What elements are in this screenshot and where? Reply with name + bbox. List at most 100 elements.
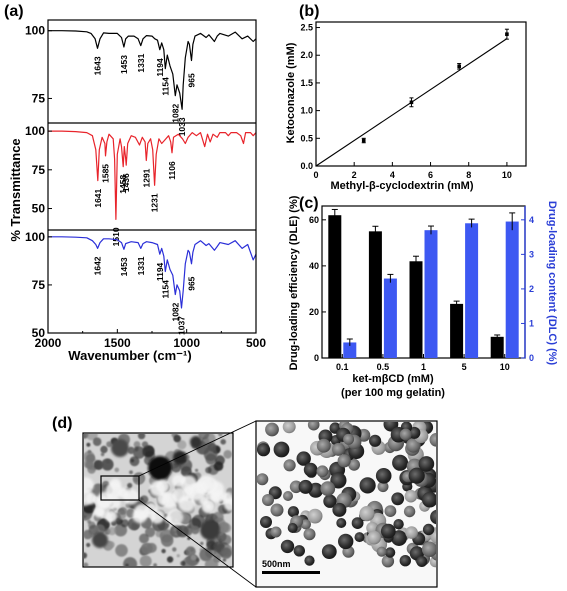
c-left-axis-title: Drug-loading efficiency (DLE) (%) — [288, 195, 300, 370]
gelatin-nanoparticle — [403, 505, 416, 518]
dle-bar — [450, 303, 464, 358]
c-x-tick-label: 1 — [421, 362, 426, 372]
dlc-bar — [505, 221, 519, 358]
tem-particle-cluster — [190, 554, 197, 561]
c-left-tick-label: 40 — [309, 261, 319, 271]
gelatin-nanoparticle — [430, 509, 436, 525]
tem-particle-cluster — [218, 521, 230, 533]
scale-bar-label: 500nm — [262, 559, 291, 569]
tem-dense-aggregate — [148, 456, 172, 480]
ftir-peak-label: 1194 — [155, 58, 165, 77]
tem-particle-cluster — [185, 546, 196, 557]
b-frame — [315, 21, 527, 167]
b-x-tick-label: 4 — [390, 170, 395, 180]
ftir-y-tick-label: 50 — [32, 326, 46, 340]
tem-clear-region — [178, 495, 195, 512]
b-data-point — [505, 32, 509, 36]
tem-dense-aggregate — [200, 520, 220, 540]
tem-particle-cluster — [131, 522, 139, 530]
tem-particle-cluster — [212, 511, 224, 523]
c-x-axis-subtitle: (per 100 mg gelatin) — [341, 387, 445, 399]
tem-panel: 500nm — [82, 420, 438, 588]
tem-dense-aggregate — [173, 451, 187, 465]
gelatin-nanoparticle — [405, 526, 418, 539]
tem-particle-cluster — [86, 542, 91, 548]
tem-particle-cluster — [129, 456, 140, 467]
b-y-tick-label: 1.0 — [300, 106, 313, 116]
dlc-bar — [424, 230, 438, 358]
tem-clear-region — [134, 504, 150, 520]
ftir-peak-label: 1194 — [155, 262, 165, 281]
tem-particle-cluster — [127, 446, 135, 455]
tem-particle-cluster — [101, 458, 114, 471]
ftir-y-tick-label: 100 — [25, 124, 45, 138]
ftir-trace-black — [48, 30, 257, 110]
gelatin-nanoparticle — [283, 459, 296, 472]
tem-clear-region — [184, 486, 195, 497]
drug-loading-panel: 0.1 0.5 1 5 10 0 20 40 60 0 1 2 3 4 ket-mβCD (mM) (pe… — [288, 195, 558, 399]
ftir-y-tick-label: 100 — [25, 230, 45, 244]
b-data-point — [457, 64, 461, 69]
tem-particle-cluster — [133, 441, 141, 448]
tem-particle-cluster — [125, 563, 129, 566]
ftir-peak-label: 1643 — [93, 56, 103, 75]
gelatin-nanoparticle — [408, 467, 425, 484]
tem-clear-region — [118, 487, 129, 499]
gelatin-nanoparticle — [262, 494, 274, 506]
tem-particle-cluster — [176, 554, 180, 558]
tem-particle-cluster — [133, 476, 139, 483]
c-x-tick-label: 0.1 — [336, 362, 349, 372]
c-right-axis-title: Drug-loading content (DLC) (%) — [546, 201, 558, 366]
tem-clear-region — [84, 477, 94, 494]
dlc-bar — [343, 342, 357, 358]
ftir-peak-label: 1082 — [170, 302, 180, 321]
gelatin-nanoparticle — [375, 468, 392, 484]
zoom-connector-top — [138, 420, 257, 477]
c-right-tick-label: 1 — [529, 318, 534, 328]
tem-particle-cluster — [86, 442, 91, 447]
gelatin-nanoparticle — [303, 462, 318, 477]
gelatin-nanoparticle — [367, 530, 382, 545]
gelatin-nanoparticle — [338, 533, 354, 550]
gelatin-nanoparticle — [351, 517, 364, 529]
tem-clear-region — [156, 479, 170, 493]
tem-particle-cluster — [107, 526, 117, 536]
gelatin-nanoparticle — [307, 508, 323, 524]
gelatin-nanoparticle — [429, 433, 436, 447]
gelatin-nanoparticle — [287, 506, 299, 518]
dle-bar — [490, 336, 504, 358]
gelatin-nanoparticle — [265, 422, 279, 437]
gelatin-nanoparticle — [404, 489, 418, 503]
tem-particle-cluster — [198, 434, 210, 440]
gelatin-nanoparticle — [280, 539, 295, 554]
gelatin-nanoparticle — [418, 456, 435, 472]
dle-bar — [328, 215, 342, 358]
gelatin-nanoparticle — [323, 494, 337, 508]
tem-particle-cluster — [173, 434, 181, 443]
b-data-point — [361, 138, 366, 143]
tem-clear-region — [223, 497, 232, 511]
tem-zoom-image: 500nm — [255, 420, 438, 588]
tem-particle-cluster — [180, 560, 186, 566]
ftir-x-tick-label: 1500 — [104, 336, 131, 350]
gelatin-nanoparticle — [316, 465, 329, 478]
tem-clear-region — [85, 492, 97, 505]
gelatin-nanoparticle — [300, 519, 311, 530]
b-x-tick-label: 0 — [313, 170, 318, 180]
tem-clear-region — [161, 492, 178, 509]
c-x-tick-label: 10 — [500, 362, 510, 372]
tem-particle-cluster — [222, 558, 227, 562]
ftir-x-tick-label: 2000 — [35, 336, 62, 350]
tem-particle-cluster — [205, 467, 212, 474]
tem-particle-cluster — [92, 437, 102, 447]
gelatin-nanoparticle — [332, 442, 345, 456]
tem-particle-cluster — [87, 519, 91, 524]
dle-bar — [409, 261, 423, 358]
gelatin-nanoparticle — [384, 547, 396, 558]
ftir-peak-label: 1037 — [177, 316, 187, 335]
gelatin-nanoparticle — [270, 503, 284, 517]
ftir-peak-label: 1154 — [160, 77, 170, 96]
tem-particle-cluster — [153, 563, 157, 566]
tem-particle-cluster — [84, 552, 88, 559]
